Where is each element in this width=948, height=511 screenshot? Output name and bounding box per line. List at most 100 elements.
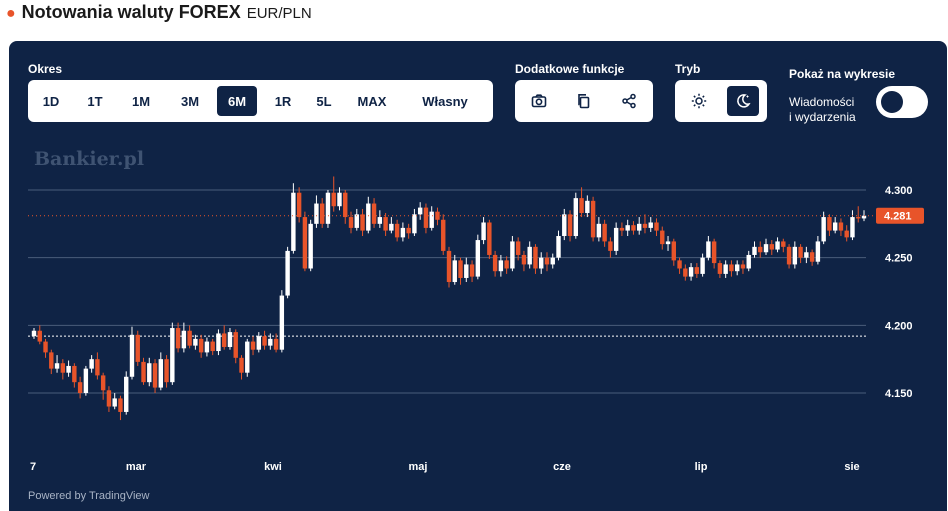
y-tick-label: 4.200 [885,320,913,332]
candle-body [389,223,394,231]
candle-body [129,334,135,377]
candle-body [533,246,538,269]
copy-icon[interactable] [568,86,600,116]
candle-body [302,217,308,269]
powered-by-tradingview[interactable]: Powered by TradingView [28,490,150,502]
candle-body [291,192,296,251]
candle-body [43,341,48,353]
last-price-badge [876,207,924,224]
candle-body [729,264,734,272]
candle-body [371,203,377,224]
candle-body [360,214,365,231]
candle-body [354,214,359,228]
show-on-chart-label: Pokaż na wykresie [789,67,896,81]
candle-body [377,217,383,224]
candle-body [239,357,244,373]
candle-body [596,223,602,238]
candle-body [72,365,77,383]
y-tick-label: 4.300 [885,185,913,197]
candle-body [487,222,492,255]
sun-icon[interactable] [683,86,715,116]
candle-body [141,361,146,383]
candle-body [124,376,129,412]
candle-body [637,223,642,231]
bullet-icon: ● [6,5,16,22]
candle-body [711,241,717,264]
candle-body [181,330,187,349]
candle-body [700,257,705,274]
events-label: Wiadomości i wydarzenia [789,95,879,125]
candle-body [325,192,331,224]
events-label-line1: Wiadomości [789,95,855,109]
candle-body [233,332,238,358]
candle-body [54,363,60,369]
share-icon[interactable] [613,86,645,116]
camera-icon[interactable] [523,86,555,116]
candle-body [158,359,164,388]
candle-body [613,227,619,251]
moon-icon[interactable] [727,86,759,116]
x-axis-label: 7 [29,461,37,473]
candle-body [781,241,786,247]
period-button-6m[interactable]: 6M [217,86,257,116]
bankier-watermark: Bankier.pl [34,148,145,170]
candle-body [60,363,66,373]
candle-body [285,250,290,296]
candle-body [227,332,233,347]
candle-body [37,330,42,342]
period-button-3m[interactable]: 3M [180,93,200,109]
candle-body [210,341,215,352]
candle-body [464,264,469,278]
candle-body [187,330,192,346]
candle-body [527,246,532,265]
candle-body [809,252,815,262]
period-button-własny[interactable]: Własny [422,93,468,109]
candle-body [469,264,475,277]
candle-body [665,241,671,245]
candle-body [135,334,140,362]
candle-body [602,223,607,242]
candle-body [827,217,832,231]
candle-body [118,398,123,412]
candle-body [677,260,682,269]
candle-body [619,227,625,231]
toggle-knob [881,91,903,113]
candle-body [821,217,826,242]
period-button-1m[interactable]: 1M [131,93,151,109]
page-header: ● Notowania waluty FOREX EUR/PLN [6,2,312,28]
candle-body [204,341,210,353]
period-button-1d[interactable]: 1D [42,93,60,109]
candle-body [850,217,855,238]
candle-body [631,225,636,231]
period-button-1t[interactable]: 1T [87,93,103,109]
chart-panel: Okres 1D 1T 1M 3M 6M 1R 5L MAX Własny Dodatkowe … [9,41,947,511]
candle-body [550,257,555,265]
candle-body [262,336,267,346]
candle-body [319,203,325,224]
period-button-5l[interactable]: 5L [316,93,332,109]
period-button-max[interactable]: MAX [357,93,387,109]
period-label: Okres [28,62,63,76]
candle-body [798,246,803,258]
candle-body [510,241,515,269]
candle-body [475,240,481,277]
candle-body [394,223,400,238]
x-axis-label: lip [694,461,708,473]
candle-body [752,246,757,255]
last-price-label: 4.281 [884,211,912,223]
extra-functions-group [515,80,653,122]
events-toggle[interactable] [876,86,928,118]
candle-body [250,341,256,350]
candle-body [89,359,94,369]
candle-body [740,264,746,269]
candle-body [147,363,152,383]
candlestick-chart[interactable]: 4.150 4.200 4.250 4.300 4.281 [9,41,947,461]
candle-body [245,341,250,373]
candle-body [838,222,844,231]
candle-body [222,333,227,347]
period-button-1r[interactable]: 1R [274,93,292,109]
candle-body [66,365,71,373]
candle-body [648,222,653,228]
candle-body [441,219,446,251]
candle-body [406,227,411,234]
